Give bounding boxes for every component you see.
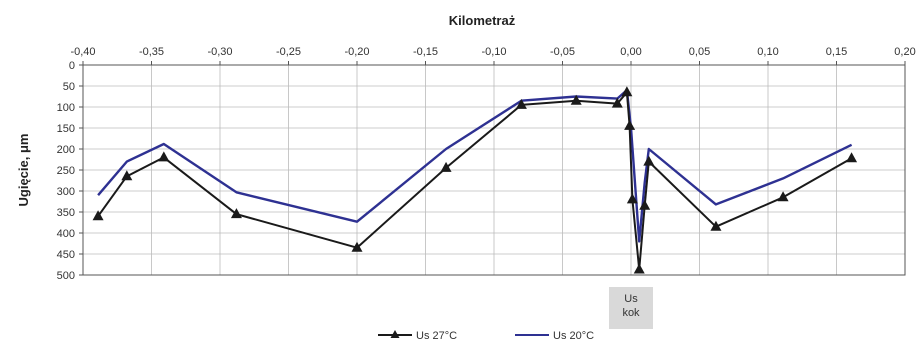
x-tick-label: 0,20 — [894, 46, 915, 58]
x-tick-label: -0,25 — [276, 46, 301, 58]
y-tick-label: 450 — [57, 249, 75, 261]
x-tick-label: -0,35 — [139, 46, 164, 58]
legend-label: Us 20°C — [553, 330, 594, 339]
y-tick-label: 50 — [63, 81, 75, 93]
data-point-marker — [846, 152, 858, 163]
x-tick-label: -0,30 — [207, 46, 232, 58]
series-group — [92, 86, 858, 274]
data-point-marker — [639, 199, 651, 210]
annotation: Us kok — [609, 287, 653, 329]
legend: Us 27°C Us 20°C — [378, 330, 594, 339]
series-line-us-27c — [97, 91, 853, 271]
data-point-marker — [158, 151, 170, 162]
legend-marker — [390, 330, 400, 338]
y-tick-label: 300 — [57, 186, 75, 198]
data-point-marker — [643, 155, 655, 166]
y-tick-label: 100 — [57, 102, 75, 114]
y-tick-label: 150 — [57, 123, 75, 135]
y-tick-label: 250 — [57, 165, 75, 177]
annotation-box — [609, 287, 653, 329]
y-axis-ticks: 0 50 100 150 200 250 300 350 400 450 500 — [57, 60, 83, 282]
x-tick-label: 0,05 — [689, 46, 710, 58]
data-point-marker — [710, 220, 722, 231]
data-point-marker — [515, 98, 527, 109]
data-point-marker — [633, 263, 645, 274]
y-tick-label: 400 — [57, 228, 75, 240]
x-tick-label: -0,20 — [344, 46, 369, 58]
data-point-marker — [570, 94, 582, 105]
x-tick-label: -0,40 — [70, 46, 95, 58]
x-tick-label: 0,00 — [620, 46, 641, 58]
data-point-marker — [351, 241, 363, 252]
y-tick-label: 0 — [69, 60, 75, 72]
x-tick-label: -0,15 — [413, 46, 438, 58]
x-tick-label: -0,10 — [481, 46, 506, 58]
y-tick-label: 200 — [57, 144, 75, 156]
x-axis-title: Kilometraż — [449, 13, 516, 28]
data-point-marker — [777, 191, 789, 202]
y-tick-label: 500 — [57, 270, 75, 282]
data-point-marker — [440, 161, 452, 172]
data-point-marker — [230, 208, 242, 219]
legend-label: Us 27°C — [416, 330, 457, 339]
data-point-marker — [624, 119, 636, 130]
y-axis-title: Ugięcie, μm — [16, 134, 31, 207]
annotation-text: kok — [622, 307, 640, 319]
data-point-marker — [621, 86, 633, 97]
data-point-marker — [121, 170, 133, 181]
annotation-text: Us — [624, 293, 638, 305]
data-point-marker — [626, 193, 638, 204]
x-tick-label: -0,05 — [550, 46, 575, 58]
x-tick-label: 0,10 — [757, 46, 778, 58]
data-point-marker — [611, 97, 623, 108]
data-point-marker — [92, 210, 104, 221]
x-axis-ticks: -0,40 -0,35 -0,30 -0,25 -0,20 -0,15 -0,10 -0,05… — [70, 46, 916, 65]
x-tick-label: 0,15 — [826, 46, 847, 58]
y-tick-label: 350 — [57, 207, 75, 219]
